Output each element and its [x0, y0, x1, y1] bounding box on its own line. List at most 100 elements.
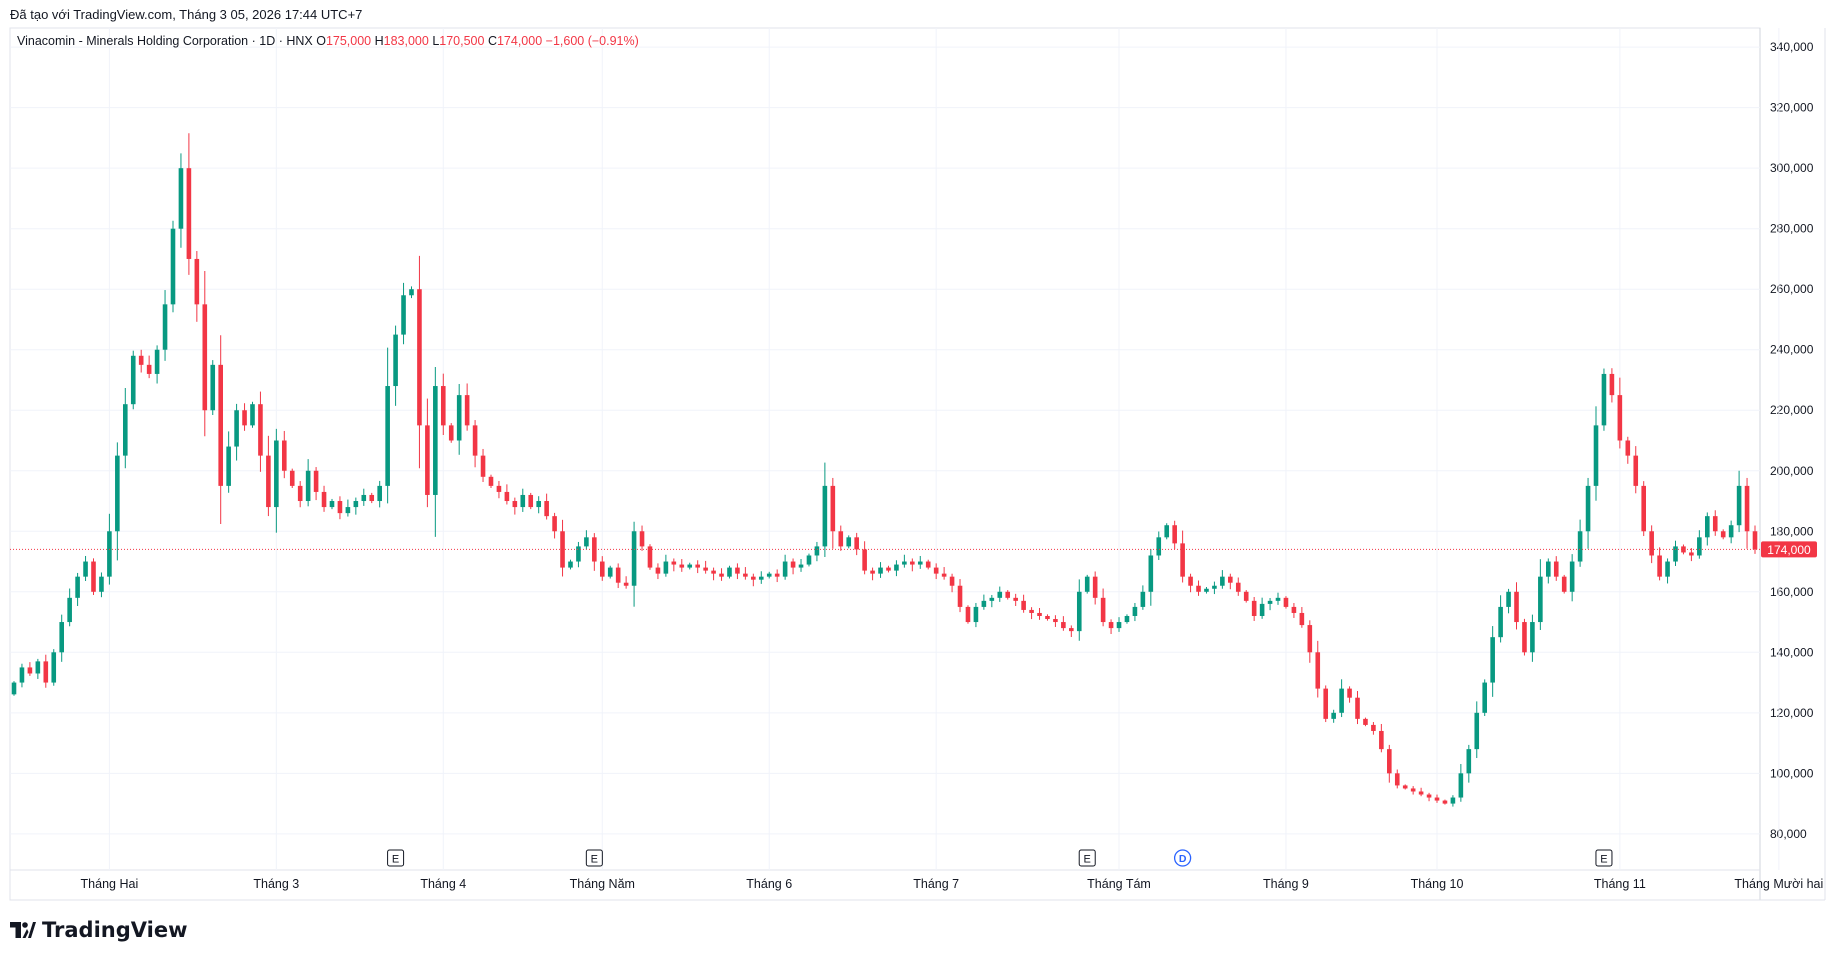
candle-body[interactable]: [941, 573, 947, 577]
candle-body[interactable]: [1617, 395, 1623, 441]
candle-body[interactable]: [281, 440, 287, 471]
candle-body[interactable]: [337, 501, 343, 514]
candle-body[interactable]: [663, 561, 669, 574]
candle-body[interactable]: [687, 564, 693, 568]
candle-body[interactable]: [758, 576, 764, 580]
candle-body[interactable]: [480, 455, 486, 477]
candle-body[interactable]: [1259, 603, 1265, 616]
earnings-marker[interactable]: [1595, 849, 1613, 867]
candle-body[interactable]: [1331, 712, 1336, 719]
earnings-marker[interactable]: [585, 849, 603, 867]
candle-body[interactable]: [1402, 785, 1408, 789]
candle-body[interactable]: [965, 606, 971, 623]
candle-body[interactable]: [910, 561, 915, 565]
candle-body[interactable]: [1045, 615, 1050, 620]
candle-body[interactable]: [607, 567, 613, 577]
candle-body[interactable]: [1037, 612, 1042, 616]
candle-body[interactable]: [218, 364, 223, 486]
candle-body[interactable]: [146, 364, 152, 374]
candle-body[interactable]: [1029, 609, 1034, 613]
candle-body[interactable]: [544, 501, 549, 517]
candle-body[interactable]: [377, 485, 382, 502]
candle-body[interactable]: [703, 567, 708, 571]
candle-body[interactable]: [1458, 773, 1464, 798]
candle-body[interactable]: [1299, 612, 1305, 626]
candle-body[interactable]: [67, 597, 72, 623]
candle-body[interactable]: [1323, 688, 1329, 719]
candle-body[interactable]: [170, 228, 176, 305]
candle-body[interactable]: [1132, 606, 1138, 616]
candle-body[interactable]: [456, 395, 462, 441]
earnings-marker[interactable]: [1078, 849, 1096, 867]
candle-body[interactable]: [1665, 561, 1670, 577]
candle-body[interactable]: [266, 455, 271, 508]
candle-body[interactable]: [1283, 597, 1289, 607]
candle-body[interactable]: [743, 573, 748, 577]
candle-body[interactable]: [1506, 591, 1511, 607]
candle-body[interactable]: [639, 531, 645, 547]
candle-body[interactable]: [592, 537, 597, 562]
candle-body[interactable]: [91, 561, 96, 592]
candle-body[interactable]: [1220, 576, 1225, 586]
candle-body[interactable]: [305, 470, 311, 502]
candle-body[interactable]: [242, 410, 247, 426]
candle-body[interactable]: [751, 576, 756, 580]
candle-body[interactable]: [1013, 597, 1018, 601]
candle-body[interactable]: [1466, 749, 1472, 774]
candle-body[interactable]: [782, 561, 788, 577]
candle-body[interactable]: [854, 537, 859, 550]
candle-body[interactable]: [226, 446, 231, 486]
candle-body[interactable]: [584, 537, 589, 547]
candle-body[interactable]: [806, 555, 812, 565]
candle-body[interactable]: [107, 531, 112, 577]
candle-body[interactable]: [1482, 682, 1488, 713]
candle-body[interactable]: [886, 567, 891, 571]
candle-body[interactable]: [1164, 525, 1170, 538]
candle-body[interactable]: [1275, 597, 1281, 601]
candle-body[interactable]: [512, 501, 518, 508]
candle-body[interactable]: [1355, 697, 1360, 719]
candle-body[interactable]: [464, 395, 470, 426]
candle-body[interactable]: [599, 561, 605, 577]
candle-body[interactable]: [933, 567, 939, 574]
candle-body[interactable]: [234, 410, 239, 447]
candle-body[interactable]: [250, 404, 255, 426]
candle-body[interactable]: [615, 567, 621, 583]
candle-body[interactable]: [313, 470, 319, 492]
earnings-marker[interactable]: [387, 849, 405, 867]
candle-body[interactable]: [925, 561, 931, 568]
candle-body[interactable]: [568, 561, 573, 568]
candle-body[interactable]: [1243, 591, 1249, 601]
candle-body[interactable]: [1212, 585, 1217, 589]
candle-body[interactable]: [671, 561, 677, 565]
candle-body[interactable]: [1061, 622, 1066, 629]
candle-body[interactable]: [1084, 576, 1090, 592]
candle-body[interactable]: [1593, 425, 1599, 486]
candle-body[interactable]: [1689, 552, 1694, 556]
candle-body[interactable]: [973, 606, 979, 623]
candle-body[interactable]: [1251, 600, 1257, 616]
candle-body[interactable]: [353, 501, 359, 508]
candle-body[interactable]: [1561, 576, 1567, 592]
candle-body[interactable]: [1363, 718, 1368, 725]
candle-body[interactable]: [1235, 582, 1241, 592]
candle-body[interactable]: [448, 425, 454, 441]
candle-body[interactable]: [1100, 597, 1106, 623]
candle-body[interactable]: [1116, 622, 1122, 629]
candle-body[interactable]: [1641, 485, 1647, 532]
candle-body[interactable]: [440, 386, 446, 426]
candle-body[interactable]: [894, 564, 899, 571]
candle-body[interactable]: [1522, 622, 1527, 653]
candle-body[interactable]: [504, 491, 510, 502]
candle-body[interactable]: [1124, 615, 1130, 623]
candle-body[interactable]: [1530, 622, 1535, 653]
candle-body[interactable]: [51, 652, 57, 683]
candle-body[interactable]: [631, 531, 637, 586]
candle-body[interactable]: [1148, 555, 1154, 592]
candle-body[interactable]: [719, 573, 724, 577]
candle-body[interactable]: [1204, 588, 1209, 592]
candle-body[interactable]: [766, 573, 772, 577]
candle-body[interactable]: [1387, 749, 1392, 774]
candle-body[interactable]: [1069, 628, 1074, 632]
